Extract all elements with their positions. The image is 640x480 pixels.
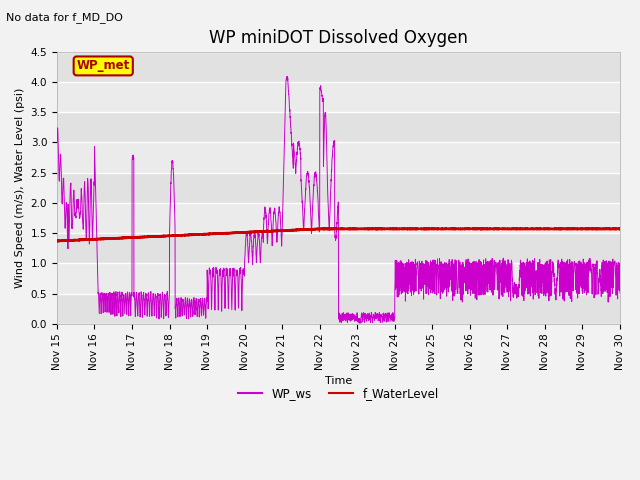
Text: No data for f_MD_DO: No data for f_MD_DO bbox=[6, 12, 124, 23]
Text: WP_met: WP_met bbox=[77, 60, 130, 72]
Title: WP miniDOT Dissolved Oxygen: WP miniDOT Dissolved Oxygen bbox=[209, 29, 468, 48]
Legend: WP_ws, f_WaterLevel: WP_ws, f_WaterLevel bbox=[234, 383, 444, 405]
Bar bbox=[57, 173, 620, 203]
Bar bbox=[57, 294, 620, 324]
Bar bbox=[57, 112, 620, 143]
X-axis label: Time: Time bbox=[325, 376, 352, 386]
Y-axis label: Wind Speed (m/s), Water Level (psi): Wind Speed (m/s), Water Level (psi) bbox=[15, 87, 25, 288]
Bar bbox=[57, 52, 620, 82]
Bar bbox=[57, 233, 620, 264]
